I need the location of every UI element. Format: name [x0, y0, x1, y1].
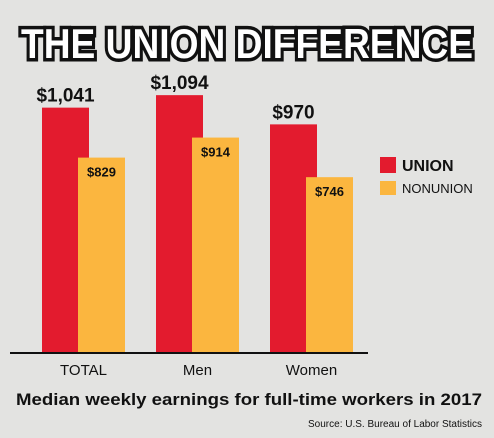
source-note: Source: U.S. Bureau of Labor Statistics: [308, 419, 482, 430]
x-tick-label-women: Women: [286, 362, 337, 379]
value-label-nonunion-women: $746: [315, 184, 344, 199]
bar-nonunion-total: [78, 157, 125, 353]
bar-group: [42, 95, 353, 354]
bar-nonunion-women: [306, 177, 353, 353]
x-tick-label-total: TOTAL: [60, 362, 107, 379]
legend-nonunion-label: NONUNION: [402, 181, 473, 196]
value-label-nonunion-total: $829: [87, 165, 116, 180]
value-label-union-men: $1,094: [150, 73, 209, 94]
bar-nonunion-men: [192, 137, 239, 353]
x-tick-label-group: TOTAL Men Women: [60, 362, 337, 379]
value-label-group: $1,041 $829 $1,094 $914 $970 $746: [36, 73, 344, 199]
chart-subtitle: Median weekly earnings for full-time wor…: [16, 390, 482, 409]
value-label-nonunion-men: $914: [201, 145, 231, 160]
legend-nonunion-swatch: [380, 181, 396, 195]
legend-union-label: UNION: [402, 158, 454, 175]
value-label-union-total: $1,041: [36, 86, 95, 107]
chart-title: THE UNION DIFFERENCE: [21, 20, 473, 67]
x-tick-label-men: Men: [183, 362, 212, 379]
legend-union-swatch: [380, 157, 396, 173]
value-label-union-women: $970: [272, 102, 314, 123]
